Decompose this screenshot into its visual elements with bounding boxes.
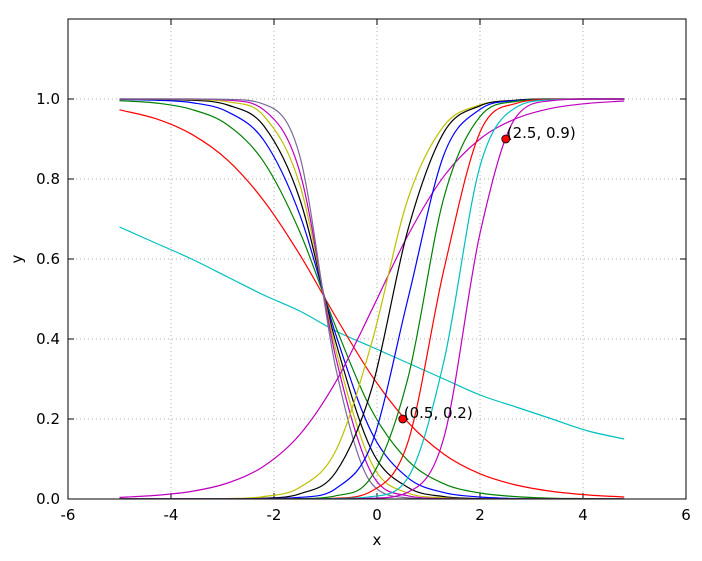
series-line — [119, 226, 625, 440]
x-axis-label: x — [373, 531, 382, 549]
series-line — [119, 98, 625, 499]
y-tick-label: 0.4 — [36, 330, 60, 348]
y-tick-label: 1.0 — [36, 90, 60, 108]
annotation-point — [398, 414, 408, 424]
x-tick-label: -6 — [61, 506, 76, 524]
x-tick-label: -2 — [267, 506, 282, 524]
x-tick-label: 2 — [475, 506, 485, 524]
series-line — [119, 100, 625, 498]
y-tick-label: 0.0 — [36, 490, 60, 508]
annotation-point — [501, 134, 511, 144]
annotation-label: (2.5, 0.9) — [507, 124, 576, 142]
series-line — [119, 109, 625, 498]
y-tick-label: 0.6 — [36, 250, 60, 268]
y-axis-label: y — [8, 254, 26, 263]
series-line — [119, 98, 625, 499]
x-tick-label: 0 — [372, 506, 382, 524]
series-line — [119, 100, 625, 499]
plot-frame — [67, 18, 687, 500]
y-tick-label: 0.2 — [36, 410, 60, 428]
x-tick-label: 4 — [578, 506, 588, 524]
y-tick-label: 0.8 — [36, 170, 60, 188]
x-tick-label: 6 — [681, 506, 691, 524]
x-tick-label: -4 — [164, 506, 179, 524]
series-line — [119, 98, 625, 499]
annotation-label: (0.5, 0.2) — [404, 404, 473, 422]
series-line — [119, 98, 625, 499]
series-line — [119, 98, 625, 499]
